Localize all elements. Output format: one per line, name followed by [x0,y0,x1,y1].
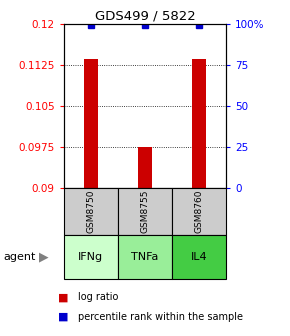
Bar [64,235,118,279]
Bar [192,59,206,188]
Text: ■: ■ [58,311,68,322]
Text: log ratio: log ratio [78,292,119,302]
Text: IL4: IL4 [191,252,207,262]
Text: GSM8750: GSM8750 [86,190,95,234]
Bar [84,59,98,188]
Bar [172,235,226,279]
Text: ■: ■ [58,292,68,302]
Text: IFNg: IFNg [78,252,104,262]
Text: TNFa: TNFa [131,252,159,262]
Bar [172,188,226,235]
Bar [64,188,118,235]
Title: GDS499 / 5822: GDS499 / 5822 [95,9,195,23]
Bar [118,235,172,279]
Text: agent: agent [3,252,35,262]
Text: GSM8760: GSM8760 [195,190,204,234]
Bar [118,188,172,235]
Text: percentile rank within the sample: percentile rank within the sample [78,311,243,322]
Text: ▶: ▶ [39,251,49,263]
Bar [138,147,152,188]
Text: GSM8755: GSM8755 [140,190,150,234]
